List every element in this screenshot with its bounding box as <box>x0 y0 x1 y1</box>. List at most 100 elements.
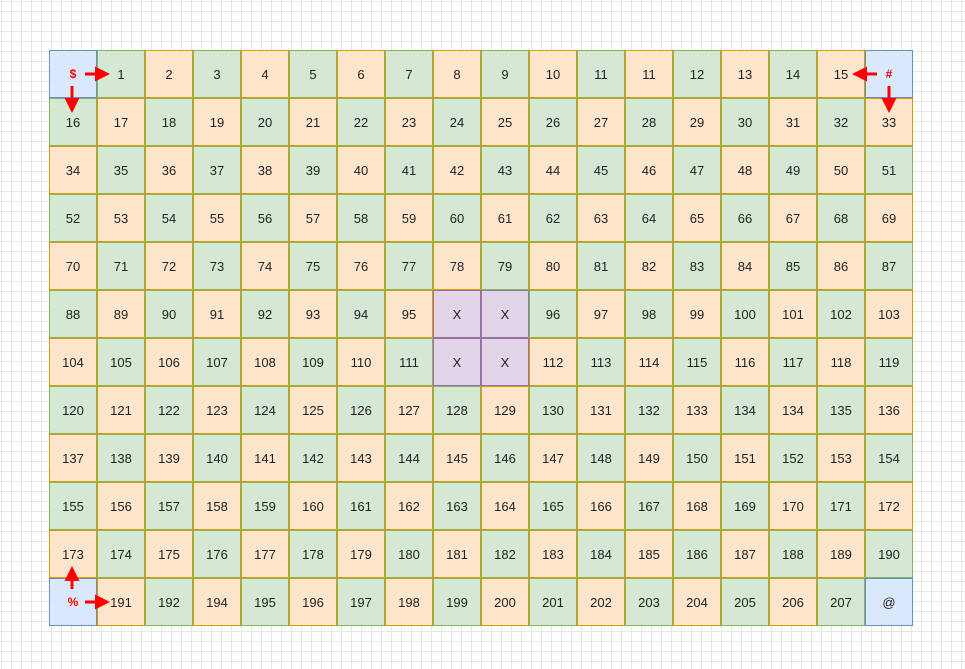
number-cell: 8 <box>433 50 481 98</box>
number-cell: 140 <box>193 434 241 482</box>
number-cell: 135 <box>817 386 865 434</box>
number-cell: 92 <box>241 290 289 338</box>
number-cell: 180 <box>385 530 433 578</box>
number-cell: 48 <box>721 146 769 194</box>
number-cell: 39 <box>289 146 337 194</box>
number-cell: 7 <box>385 50 433 98</box>
number-cell: 139 <box>145 434 193 482</box>
number-cell: 204 <box>673 578 721 626</box>
number-cell: 107 <box>193 338 241 386</box>
blocked-cell: X <box>433 338 481 386</box>
number-cell: 183 <box>529 530 577 578</box>
number-cell: 70 <box>49 242 97 290</box>
number-cell: 71 <box>97 242 145 290</box>
number-cell: 190 <box>865 530 913 578</box>
number-cell: 133 <box>673 386 721 434</box>
number-cell: 3 <box>193 50 241 98</box>
number-cell: 119 <box>865 338 913 386</box>
number-cell: 153 <box>817 434 865 482</box>
number-cell: 131 <box>577 386 625 434</box>
number-cell: 26 <box>529 98 577 146</box>
number-cell: 79 <box>481 242 529 290</box>
number-cell: 161 <box>337 482 385 530</box>
number-cell: 52 <box>49 194 97 242</box>
number-cell: 128 <box>433 386 481 434</box>
number-cell: 129 <box>481 386 529 434</box>
number-cell: 28 <box>625 98 673 146</box>
number-cell: 163 <box>433 482 481 530</box>
number-cell: 98 <box>625 290 673 338</box>
number-cell: 126 <box>337 386 385 434</box>
number-cell: 187 <box>721 530 769 578</box>
number-cell: 166 <box>577 482 625 530</box>
number-cell: 59 <box>385 194 433 242</box>
number-cell: 2 <box>145 50 193 98</box>
number-cell: 200 <box>481 578 529 626</box>
number-cell: 100 <box>721 290 769 338</box>
number-cell: 19 <box>193 98 241 146</box>
number-cell: 97 <box>577 290 625 338</box>
number-cell: 205 <box>721 578 769 626</box>
number-cell: 50 <box>817 146 865 194</box>
number-cell: 29 <box>673 98 721 146</box>
number-cell: 157 <box>145 482 193 530</box>
number-cell: 47 <box>673 146 721 194</box>
number-cell: 181 <box>433 530 481 578</box>
number-cell: 85 <box>769 242 817 290</box>
number-cell: 173 <box>49 530 97 578</box>
marker-cell: $ <box>49 50 97 98</box>
number-cell: 93 <box>289 290 337 338</box>
number-cell: 30 <box>721 98 769 146</box>
number-cell: 174 <box>97 530 145 578</box>
number-cell: 54 <box>145 194 193 242</box>
number-cell: 10 <box>529 50 577 98</box>
number-cell: 55 <box>193 194 241 242</box>
number-cell: 12 <box>673 50 721 98</box>
number-cell: 207 <box>817 578 865 626</box>
number-cell: 177 <box>241 530 289 578</box>
number-cell: 14 <box>769 50 817 98</box>
number-cell: 13 <box>721 50 769 98</box>
number-cell: 185 <box>625 530 673 578</box>
number-cell: 197 <box>337 578 385 626</box>
number-cell: 57 <box>289 194 337 242</box>
number-cell: 121 <box>97 386 145 434</box>
number-cell: 154 <box>865 434 913 482</box>
number-cell: 64 <box>625 194 673 242</box>
number-cell: 206 <box>769 578 817 626</box>
number-cell: 20 <box>241 98 289 146</box>
number-cell: 112 <box>529 338 577 386</box>
number-cell: 120 <box>49 386 97 434</box>
number-cell: 91 <box>193 290 241 338</box>
number-cell: 122 <box>145 386 193 434</box>
number-cell: 147 <box>529 434 577 482</box>
number-cell: 136 <box>865 386 913 434</box>
number-cell: 11 <box>577 50 625 98</box>
number-cell: 61 <box>481 194 529 242</box>
number-cell: 202 <box>577 578 625 626</box>
number-cell: 168 <box>673 482 721 530</box>
number-cell: 111 <box>385 338 433 386</box>
number-cell: 164 <box>481 482 529 530</box>
number-cell: 23 <box>385 98 433 146</box>
number-cell: 134 <box>721 386 769 434</box>
number-cell: 6 <box>337 50 385 98</box>
number-cell: 72 <box>145 242 193 290</box>
number-cell: 84 <box>721 242 769 290</box>
number-cell: 58 <box>337 194 385 242</box>
number-cell: 94 <box>337 290 385 338</box>
number-cell: 203 <box>625 578 673 626</box>
marker-cell: % <box>49 578 97 626</box>
number-cell: 160 <box>289 482 337 530</box>
number-cell: 68 <box>817 194 865 242</box>
number-cell: 182 <box>481 530 529 578</box>
number-cell: 4 <box>241 50 289 98</box>
number-cell: 142 <box>289 434 337 482</box>
number-cell: 99 <box>673 290 721 338</box>
number-cell: 115 <box>673 338 721 386</box>
number-cell: 158 <box>193 482 241 530</box>
number-cell: 88 <box>49 290 97 338</box>
number-cell: 134 <box>769 386 817 434</box>
number-cell: 60 <box>433 194 481 242</box>
number-cell: 65 <box>673 194 721 242</box>
